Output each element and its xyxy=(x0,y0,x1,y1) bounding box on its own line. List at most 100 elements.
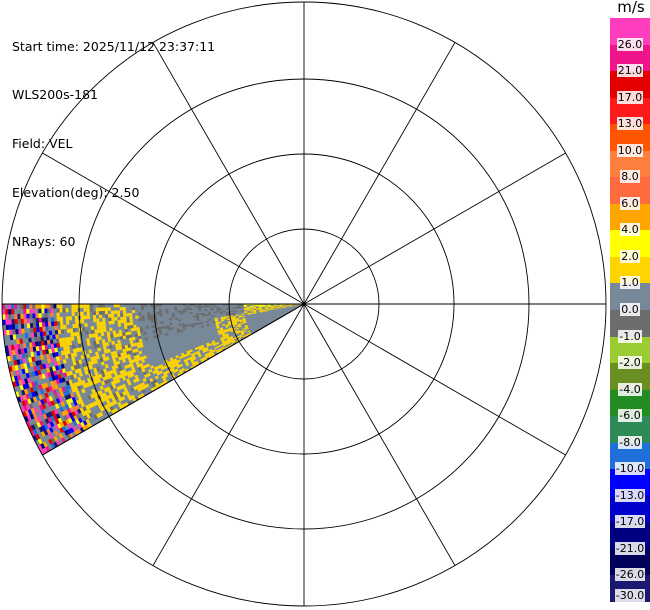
velocity-cell xyxy=(237,331,241,334)
velocity-cell xyxy=(121,376,127,381)
velocity-cell xyxy=(209,350,214,354)
velocity-cell xyxy=(237,307,241,309)
velocity-cell xyxy=(188,323,192,327)
velocity-cell xyxy=(43,340,48,346)
velocity-cell xyxy=(146,363,150,368)
velocity-cell xyxy=(156,365,161,370)
velocity-cell xyxy=(81,319,85,324)
velocity-cell xyxy=(54,329,59,335)
velocity-cell xyxy=(193,364,197,368)
velocity-cell xyxy=(124,325,128,330)
velocity-cell xyxy=(93,379,99,385)
velocity-cell xyxy=(8,314,12,320)
velocity-cell xyxy=(240,307,244,309)
velocity-cell xyxy=(10,344,15,351)
velocity-cell xyxy=(109,327,113,332)
velocity-cell xyxy=(33,406,38,413)
azimuth-spoke xyxy=(303,303,456,566)
velocity-cell xyxy=(283,306,287,308)
velocity-cell xyxy=(72,344,76,349)
velocity-cell xyxy=(288,305,293,306)
velocity-cell xyxy=(219,311,223,313)
velocity-cell xyxy=(60,329,65,334)
velocity-cell xyxy=(48,411,53,418)
velocity-cell xyxy=(181,322,186,326)
velocity-cell xyxy=(95,311,99,315)
velocity-cell xyxy=(171,313,175,316)
velocity-cell xyxy=(64,394,69,401)
velocity-cell xyxy=(53,361,58,367)
velocity-cell xyxy=(99,406,105,412)
velocity-cell xyxy=(116,394,122,399)
velocity-cell xyxy=(21,379,26,385)
velocity-cell xyxy=(244,311,248,314)
velocity-cell xyxy=(34,417,40,424)
velocity-cell xyxy=(63,372,68,378)
velocity-cell xyxy=(52,414,58,421)
velocity-cell xyxy=(137,366,142,371)
velocity-cell xyxy=(52,389,58,395)
velocity-cell xyxy=(76,399,81,405)
velocity-cell xyxy=(192,304,196,306)
velocity-cell xyxy=(75,323,79,328)
velocity-cell xyxy=(49,357,54,363)
velocity-cell xyxy=(69,392,75,398)
velocity-cell xyxy=(58,433,64,439)
colorbar-tick-label: -13.0 xyxy=(614,488,646,502)
velocity-cell xyxy=(158,331,163,335)
velocity-cell xyxy=(288,305,292,306)
velocity-cell xyxy=(35,375,40,381)
velocity-cell xyxy=(37,400,42,406)
velocity-cell xyxy=(90,326,95,331)
velocity-cell xyxy=(152,330,156,334)
velocity-cell xyxy=(233,318,237,321)
velocity-cell xyxy=(102,324,107,329)
velocity-cell xyxy=(277,307,281,309)
velocity-cell xyxy=(279,305,283,307)
velocity-cell xyxy=(49,380,55,387)
velocity-cell xyxy=(33,365,38,372)
velocity-cell xyxy=(101,353,106,358)
velocity-cell xyxy=(139,386,145,391)
velocity-cell xyxy=(90,356,94,362)
velocity-cell xyxy=(39,420,44,427)
velocity-cell xyxy=(59,320,64,326)
velocity-cell xyxy=(41,308,45,314)
velocity-cell xyxy=(11,349,16,356)
velocity-cell xyxy=(162,377,167,382)
velocity-cell xyxy=(5,319,9,325)
velocity-cell xyxy=(169,357,174,361)
velocity-cell xyxy=(117,339,121,344)
velocity-cell xyxy=(75,319,79,325)
velocity-cell xyxy=(141,389,146,394)
velocity-cell xyxy=(273,304,277,306)
velocity-cell xyxy=(228,341,233,344)
velocity-cell xyxy=(279,304,283,306)
velocity-cell xyxy=(220,316,224,319)
velocity-cell xyxy=(222,334,226,337)
velocity-cell xyxy=(38,374,43,380)
velocity-cell xyxy=(109,393,114,398)
velocity-cell xyxy=(152,370,157,375)
velocity-cell xyxy=(66,349,71,355)
velocity-cell xyxy=(56,342,61,348)
velocity-cell xyxy=(239,319,243,322)
velocity-cell xyxy=(194,346,199,351)
velocity-cell xyxy=(187,352,191,356)
velocity-cell xyxy=(56,304,60,309)
velocity-cell xyxy=(71,387,76,393)
velocity-cell xyxy=(192,315,197,318)
velocity-cell xyxy=(185,368,189,372)
velocity-cell xyxy=(267,304,271,306)
velocity-cell xyxy=(40,369,45,375)
velocity-cell xyxy=(62,341,67,347)
velocity-cell xyxy=(139,344,144,348)
velocity-cell xyxy=(173,358,178,362)
velocity-cell xyxy=(68,388,73,394)
velocity-cell xyxy=(224,330,228,333)
velocity-cell xyxy=(189,349,193,353)
velocity-cell xyxy=(242,317,246,320)
velocity-cell xyxy=(231,310,235,312)
velocity-cell xyxy=(156,304,160,307)
velocity-cell xyxy=(94,396,99,401)
